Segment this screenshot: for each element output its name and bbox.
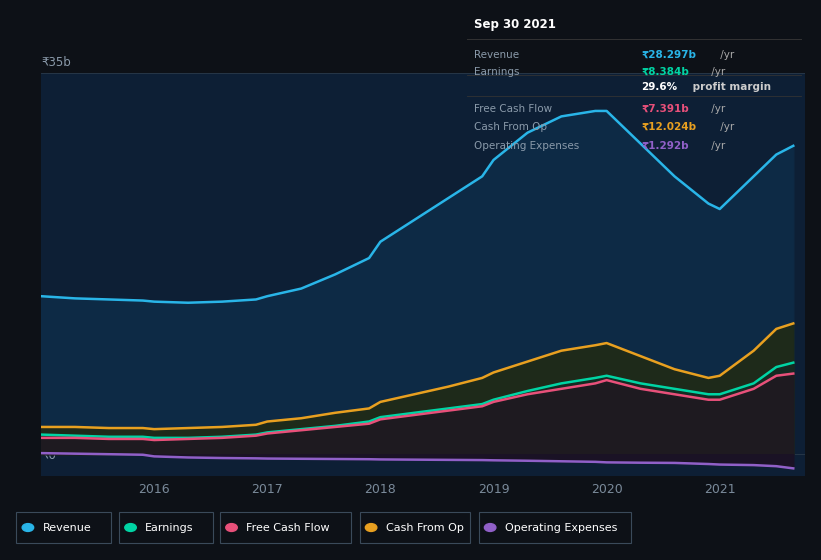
Text: ₹8.384b: ₹8.384b: [641, 67, 689, 77]
Text: Sep 30 2021: Sep 30 2021: [474, 17, 556, 31]
Text: Operating Expenses: Operating Expenses: [505, 522, 617, 533]
Text: profit margin: profit margin: [689, 82, 771, 92]
Text: /yr: /yr: [708, 67, 725, 77]
Text: Revenue: Revenue: [474, 50, 519, 60]
Text: Revenue: Revenue: [43, 522, 91, 533]
Text: ₹35b: ₹35b: [41, 56, 71, 69]
Text: Earnings: Earnings: [474, 67, 520, 77]
Text: ₹28.297b: ₹28.297b: [641, 50, 696, 60]
Text: Free Cash Flow: Free Cash Flow: [246, 522, 330, 533]
Text: /yr: /yr: [718, 50, 735, 60]
Text: /yr: /yr: [708, 141, 725, 151]
Text: ₹1.292b: ₹1.292b: [641, 141, 689, 151]
Text: ₹12.024b: ₹12.024b: [641, 122, 696, 132]
Text: /yr: /yr: [708, 104, 725, 114]
Text: /yr: /yr: [718, 122, 735, 132]
Text: 29.6%: 29.6%: [641, 82, 677, 92]
Text: Earnings: Earnings: [145, 522, 194, 533]
Text: ₹7.391b: ₹7.391b: [641, 104, 689, 114]
Text: Operating Expenses: Operating Expenses: [474, 141, 580, 151]
Text: ₹0: ₹0: [41, 449, 56, 463]
Text: Cash From Op: Cash From Op: [474, 122, 547, 132]
Text: Cash From Op: Cash From Op: [386, 522, 464, 533]
Text: Free Cash Flow: Free Cash Flow: [474, 104, 553, 114]
